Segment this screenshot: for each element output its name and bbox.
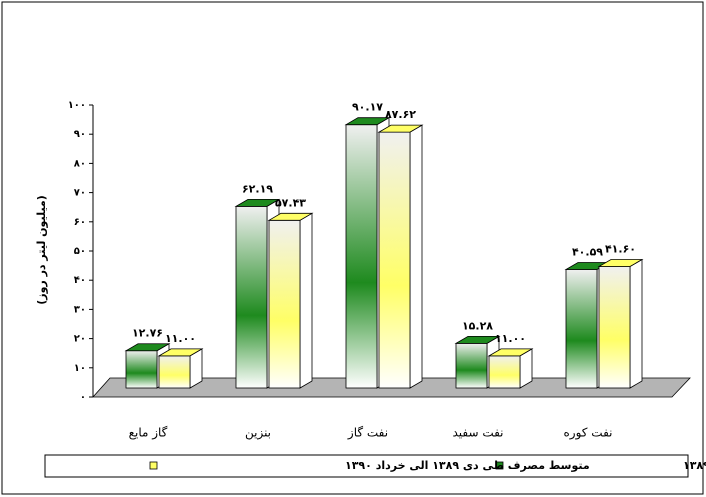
data-label: ۱۱.۰۰: [495, 332, 526, 345]
bar-top: [487, 348, 534, 357]
x-tick-label: نفت کوره: [563, 426, 612, 441]
legend-swatch: [495, 461, 504, 470]
bar: [377, 124, 424, 389]
bar-top: [124, 343, 171, 352]
legend-swatch: [149, 461, 158, 470]
bar-front: [345, 124, 378, 389]
bar-top: [157, 348, 204, 357]
y-tick-label: ۷۰: [74, 188, 86, 199]
bar-side: [409, 124, 423, 389]
y-tick-label: ۶۰: [74, 217, 86, 228]
data-label: ۶۲.۱۹: [242, 182, 273, 195]
y-tick-label: ۳۰: [74, 304, 86, 315]
data-label: ۱۱.۰۰: [165, 332, 196, 345]
x-tick-label: گاز مایع: [129, 426, 168, 441]
legend-label: متوسط مصرف طی دی ۱۳۸۸ الی خرداد ۱۳۸۹: [683, 459, 706, 472]
bar-front: [598, 266, 631, 389]
data-label: ۱۲.۷۶: [132, 327, 163, 340]
bar-front: [455, 342, 488, 389]
bar-front: [488, 355, 521, 389]
legend-label: متوسط مصرف طی دی ۱۳۸۹ الی خرداد ۱۳۹۰: [345, 459, 590, 472]
bar: [487, 348, 534, 389]
data-label: ۸۷.۶۲: [385, 108, 416, 121]
bar-front: [158, 355, 191, 389]
data-label: ۱۵.۲۸: [462, 319, 493, 332]
y-axis-label: (میلیون لیتر در روز): [35, 195, 48, 305]
bar-top: [234, 199, 281, 207]
bar-side: [629, 258, 643, 389]
y-tick-label: ۲۰: [74, 334, 86, 345]
x-tick-label: نفت گاز: [347, 426, 388, 441]
y-tick-label: ۸۰: [74, 158, 86, 169]
y-tick-label: ۴۰: [74, 275, 86, 286]
bar-front: [125, 350, 158, 389]
data-label: ۴۱.۶۰: [605, 243, 636, 256]
y-tick-label: ۰: [80, 392, 86, 403]
bar: [597, 258, 644, 389]
legend: [44, 454, 689, 478]
x-tick-label: بنزین: [245, 426, 271, 441]
bar: [267, 212, 314, 389]
data-label: ۵۷.۴۳: [275, 196, 306, 209]
bar: [157, 348, 204, 389]
x-tick-label: نفت سفید: [452, 426, 503, 440]
bar-top: [377, 124, 424, 133]
y-tick-label: ۵۰: [74, 246, 86, 257]
bar-top: [597, 259, 644, 267]
bar-top: [454, 335, 501, 344]
bar-side: [299, 212, 313, 389]
y-tick-label: ۱۰۰: [68, 100, 86, 111]
y-tick-label: ۱۰: [74, 363, 86, 374]
bar-top: [344, 117, 391, 126]
bar-front: [235, 206, 268, 389]
bar-top: [267, 212, 314, 221]
bar-front: [565, 269, 598, 389]
bar-front: [268, 219, 301, 389]
bar-front: [378, 131, 411, 389]
data-label: ۴۰.۵۹: [572, 245, 603, 258]
y-tick-label: ۹۰: [74, 129, 86, 140]
data-label: ۹۰.۱۷: [352, 101, 383, 114]
